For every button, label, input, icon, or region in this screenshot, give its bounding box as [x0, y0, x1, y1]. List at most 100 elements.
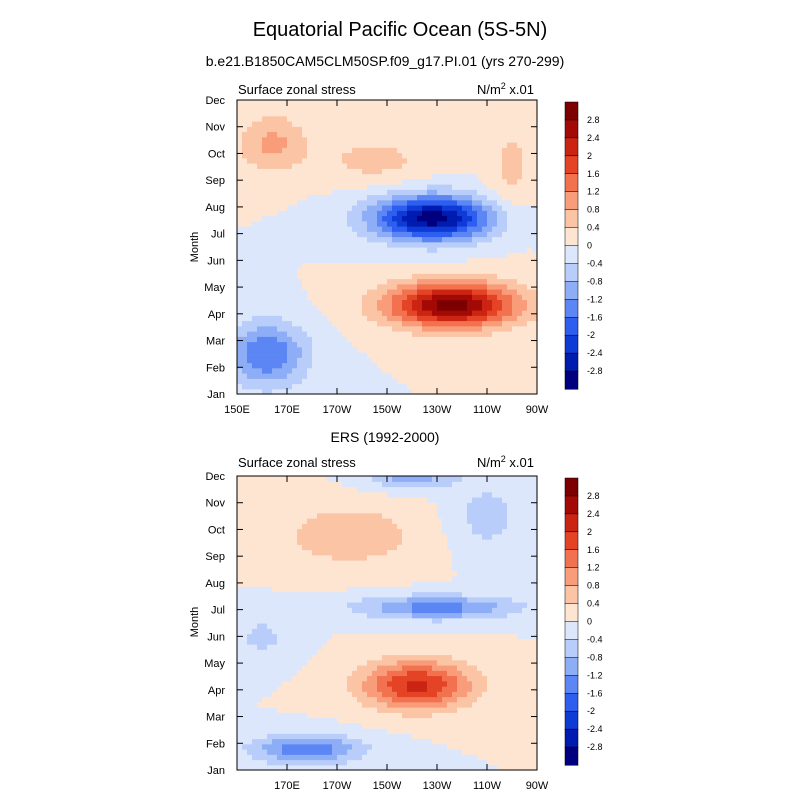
- contour-cell: [412, 205, 418, 211]
- contour-cell: [302, 378, 308, 385]
- contour-cell: [392, 220, 398, 227]
- contour-cell: [312, 507, 318, 514]
- contour-cell: [417, 152, 423, 159]
- contour-cell: [492, 215, 498, 222]
- contour-cell: [327, 220, 333, 227]
- contour-cell: [322, 759, 328, 766]
- contour-cell: [367, 743, 373, 750]
- contour-cell: [237, 686, 243, 692]
- contour-cell: [347, 607, 353, 614]
- contour-cell: [382, 262, 388, 269]
- contour-cell: [312, 157, 318, 164]
- contour-cell: [367, 759, 373, 766]
- contour-cell: [277, 289, 283, 295]
- contour-cell: [322, 367, 328, 374]
- contour-cell: [447, 247, 453, 253]
- contour-cell: [247, 184, 253, 190]
- contour-cell: [302, 743, 308, 750]
- contour-cell: [277, 215, 283, 222]
- contour-cell: [292, 110, 298, 117]
- contour-cell: [377, 310, 383, 316]
- contour-cell: [342, 205, 348, 211]
- contour-cell: [322, 299, 328, 306]
- contour-cell: [472, 178, 478, 185]
- contour-cell: [322, 310, 328, 316]
- contour-cell: [342, 691, 348, 698]
- contour-cell: [327, 157, 333, 164]
- contour-cell: [242, 247, 248, 253]
- contour-cell: [462, 278, 468, 285]
- contour-cell: [242, 743, 248, 750]
- contour-cell: [442, 178, 448, 185]
- contour-cell: [247, 205, 253, 211]
- contour-cell: [332, 126, 338, 133]
- contour-cell: [357, 717, 363, 724]
- contour-cell: [407, 184, 413, 190]
- contour-cell: [347, 565, 353, 572]
- contour-cell: [382, 115, 388, 122]
- contour-cell: [482, 178, 488, 185]
- contour-cell: [452, 357, 458, 364]
- contour-cell: [457, 373, 463, 379]
- contour-cell: [312, 638, 318, 645]
- contour-cell: [367, 544, 373, 551]
- contour-cell: [327, 315, 333, 322]
- contour-cell: [487, 310, 493, 316]
- contour-cell: [307, 518, 313, 524]
- contour-cell: [237, 533, 243, 540]
- contour-cell: [357, 278, 363, 285]
- contour-cell: [422, 100, 428, 106]
- contour-cell: [522, 325, 528, 332]
- contour-cell: [462, 173, 468, 180]
- contour-cell: [312, 278, 318, 285]
- contour-cell: [392, 325, 398, 332]
- contour-cell: [307, 357, 313, 364]
- contour-cell: [332, 110, 338, 117]
- contour-cell: [422, 320, 428, 327]
- contour-cell: [297, 341, 303, 348]
- y-tick-label: Sep: [205, 175, 225, 187]
- contour-cell: [292, 352, 298, 358]
- contour-cell: [532, 346, 538, 353]
- contour-cell: [507, 100, 513, 106]
- contour-cell: [402, 126, 408, 133]
- contour-cell: [262, 236, 268, 243]
- contour-cell: [427, 163, 433, 169]
- contour-cell: [302, 247, 308, 253]
- x-tick-label: 170E: [274, 404, 300, 416]
- contour-cell: [472, 142, 478, 148]
- contour-cell: [347, 336, 353, 343]
- contour-cell: [317, 670, 323, 677]
- contour-cell: [252, 638, 258, 645]
- contour-cell: [337, 544, 343, 551]
- contour-cell: [317, 278, 323, 285]
- contour-cell: [292, 178, 298, 185]
- contour-cell: [257, 596, 263, 603]
- contour-cell: [407, 226, 413, 232]
- contour-cell: [237, 554, 243, 561]
- contour-cell: [457, 178, 463, 185]
- contour-cell: [367, 518, 373, 524]
- contour-cell: [347, 707, 353, 713]
- contour-cell: [357, 554, 363, 561]
- contour-cell: [492, 315, 498, 322]
- contour-cell: [327, 539, 333, 545]
- contour-cell: [472, 388, 478, 395]
- contour-cell: [472, 215, 478, 222]
- contour-cell: [367, 691, 373, 698]
- contour-cell: [457, 283, 463, 290]
- contour-cell: [397, 184, 403, 190]
- contour-cell: [302, 157, 308, 164]
- contour-cell: [332, 764, 338, 771]
- contour-cell: [442, 336, 448, 343]
- contour-cell: [352, 252, 358, 259]
- contour-cell: [322, 764, 328, 771]
- contour-cell: [307, 759, 313, 766]
- contour-cell: [327, 362, 333, 369]
- contour-cell: [257, 331, 263, 337]
- contour-cell: [312, 331, 318, 337]
- contour-cell: [312, 680, 318, 687]
- contour-cell: [502, 226, 508, 232]
- contour-cell: [347, 633, 353, 640]
- contour-cell: [287, 184, 293, 190]
